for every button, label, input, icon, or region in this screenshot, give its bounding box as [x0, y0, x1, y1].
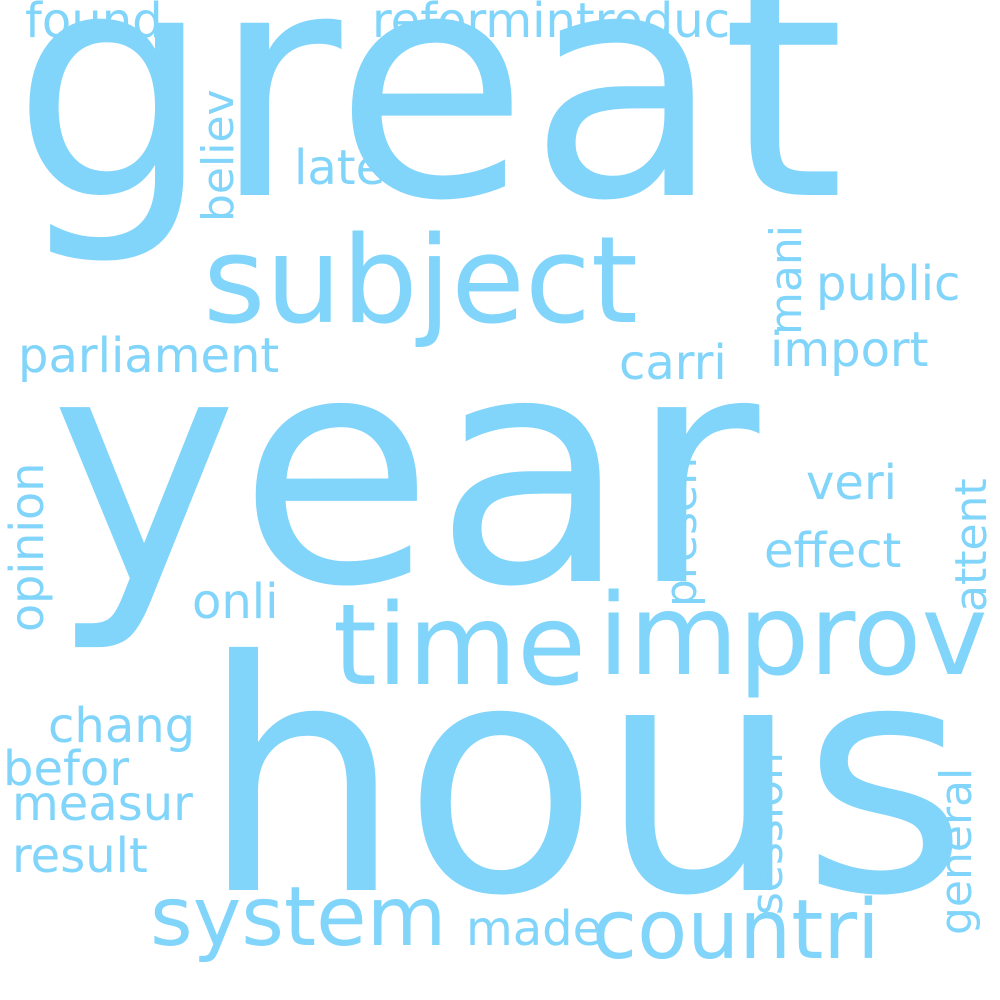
- word-great: great: [12, 0, 845, 270]
- word-system: system: [150, 870, 447, 965]
- word-session: session: [742, 752, 793, 915]
- word-made: made: [466, 901, 603, 957]
- word-mani: mani: [761, 225, 812, 335]
- word-result: result: [12, 828, 148, 884]
- word-year: year: [50, 286, 760, 656]
- word-found: found: [25, 0, 163, 49]
- word-public: public: [816, 256, 961, 312]
- word-parliament: parliament: [18, 328, 280, 384]
- word-general: general: [931, 767, 982, 935]
- word-befor: befor: [3, 741, 129, 797]
- word-import: import: [770, 322, 929, 378]
- word-measur: measur: [12, 776, 193, 832]
- word-countri: countri: [592, 883, 880, 978]
- word-reformintroduc: reformintroduc: [372, 0, 731, 49]
- word-subject: subject: [203, 212, 638, 351]
- word-chang: chang: [48, 698, 196, 754]
- word-effect: effect: [764, 523, 902, 579]
- word-hous: hous: [200, 594, 969, 966]
- word-late: late: [294, 140, 386, 196]
- word-onli: onli: [192, 574, 279, 630]
- word-believ: believ: [193, 89, 244, 222]
- word-opinion: opinion: [0, 462, 54, 632]
- word-carri: carri: [619, 335, 727, 391]
- word-veri: veri: [806, 455, 898, 511]
- word-time: time: [333, 581, 587, 711]
- word-present: present: [656, 439, 707, 607]
- word-improv: improv: [598, 571, 988, 701]
- word-attent: attent: [946, 478, 997, 612]
